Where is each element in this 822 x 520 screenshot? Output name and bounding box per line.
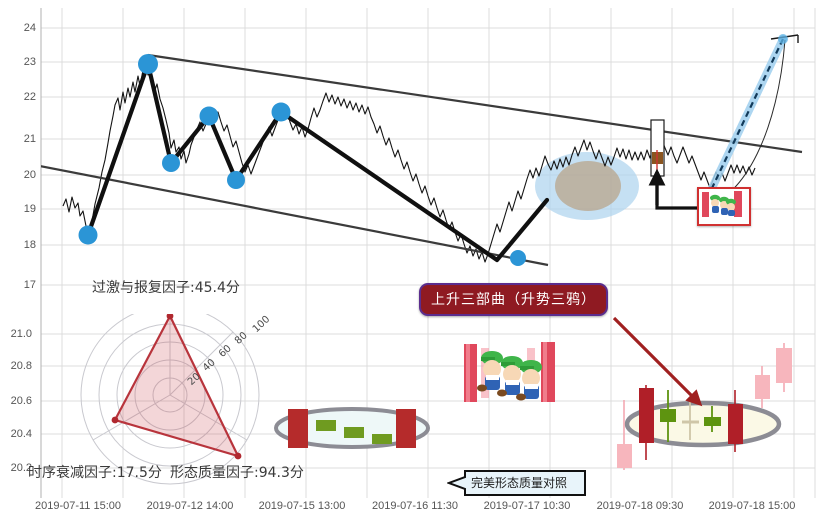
xtick: 2019-07-16 11:30 <box>371 500 459 512</box>
lower-channel-trendline <box>41 165 549 267</box>
zigzag-wave-path <box>85 61 550 263</box>
radar-axis <box>92 394 171 441</box>
quality-radar-chart <box>80 314 260 485</box>
compare-callout[interactable]: 完美形态质量对照 <box>446 470 586 496</box>
candle-up <box>704 417 721 426</box>
pivot-marker <box>162 154 180 172</box>
lower-horizontal-gridlines <box>41 333 815 469</box>
candle-pink <box>776 348 792 383</box>
candle-down <box>728 404 743 444</box>
pivot-marker <box>271 102 291 122</box>
pattern-name-badge[interactable]: 上升三部曲（升势三鸦） <box>419 283 608 316</box>
candle-pink <box>755 375 770 399</box>
price-line <box>62 62 756 263</box>
radar-tick-label: 80 <box>232 330 250 347</box>
radar-series-polygon <box>113 314 241 458</box>
xtick: 2019-07-18 09:30 <box>596 500 684 512</box>
upper-ytick: 20 <box>23 169 36 181</box>
three-crows-mascot-image <box>461 342 559 406</box>
lower-ytick: 21.0 <box>10 328 32 340</box>
lower-ytick: 20.8 <box>10 360 32 372</box>
thumbnail-leader-line <box>655 205 697 210</box>
last-bar-box <box>650 119 665 177</box>
excess-revenge-factor-label: 过激与报复因子:45.4分 <box>92 280 240 296</box>
ideal-pattern-candles <box>288 409 416 448</box>
vertical-gridlines <box>40 8 816 498</box>
candle-up <box>344 427 364 438</box>
candle-up <box>372 434 392 444</box>
radar-ring <box>80 314 260 485</box>
upper-ytick: 22 <box>23 91 36 103</box>
upper-panel-content <box>41 34 803 267</box>
actual-pattern-candles <box>617 343 792 470</box>
compare-callout-label: 完美形态质量对照 <box>471 476 568 490</box>
upper-horizontal-gridlines <box>41 27 815 286</box>
lower-ytick: 20.6 <box>10 395 32 407</box>
xtick: 2019-07-17 10:30 <box>483 500 571 512</box>
upper-ytick: 21 <box>23 133 36 145</box>
pivot-marker <box>227 171 245 189</box>
candle-up <box>660 409 676 422</box>
lower-ytick: 20.4 <box>10 428 32 440</box>
radar-tick-label: 40 <box>200 357 218 374</box>
upper-ytick: 24 <box>23 22 36 34</box>
pattern-pointer-arrow <box>612 316 703 407</box>
radar-axis <box>169 394 248 441</box>
pivot-marker <box>510 250 526 266</box>
form-quality-factor-label: 形态质量因子:94.3分 <box>170 465 304 481</box>
upper-ytick: 18 <box>23 239 36 251</box>
pivot-marker <box>199 106 219 126</box>
breakout-highlight-core <box>555 161 621 211</box>
projection-arc <box>702 39 786 208</box>
radar-series-markers <box>111 314 242 460</box>
upper-ytick: 17 <box>23 279 36 291</box>
radar-tick-label: 100 <box>250 313 273 336</box>
radar-ring <box>116 341 224 449</box>
upper-plot-background <box>41 8 815 311</box>
ideal-pattern-ellipse <box>274 407 430 449</box>
target-tick <box>770 34 799 40</box>
radar-ring <box>152 377 188 413</box>
radar-tick-label: 60 <box>216 343 234 360</box>
projection-dashed-line <box>702 38 784 208</box>
target-marker <box>778 34 788 44</box>
breakout-highlight-ellipse <box>535 152 639 220</box>
upper-channel-trendline <box>147 53 803 154</box>
xtick: 2019-07-15 13:00 <box>258 500 346 512</box>
candle-down <box>288 409 308 448</box>
upper-ytick: 23 <box>23 56 36 68</box>
xtick: 2019-07-18 15:00 <box>708 500 796 512</box>
actual-pattern-ellipse <box>624 400 782 448</box>
radar-ring <box>98 323 242 467</box>
time-decay-factor-label: 时序衰减因子:17.5分 <box>28 465 162 481</box>
zigzag-pivot-markers <box>78 54 526 266</box>
upper-ytick: 19 <box>23 203 36 215</box>
xtick: 2019-07-12 14:00 <box>146 500 234 512</box>
candle-down <box>396 409 416 448</box>
candle-pink <box>617 444 632 468</box>
radar-tick-label: 20 <box>185 371 203 388</box>
pivot-marker <box>138 54 158 74</box>
candle-up <box>316 420 336 431</box>
projection-glow <box>699 35 787 211</box>
xtick: 2019-07-11 15:00 <box>34 500 122 512</box>
last-bar-body <box>652 152 663 164</box>
pattern-thumbnail[interactable] <box>697 187 751 226</box>
candle-down <box>639 388 654 443</box>
lower-ytick: 20.2 <box>10 462 32 474</box>
pivot-marker <box>78 225 98 245</box>
lower-panel-content <box>80 314 792 485</box>
